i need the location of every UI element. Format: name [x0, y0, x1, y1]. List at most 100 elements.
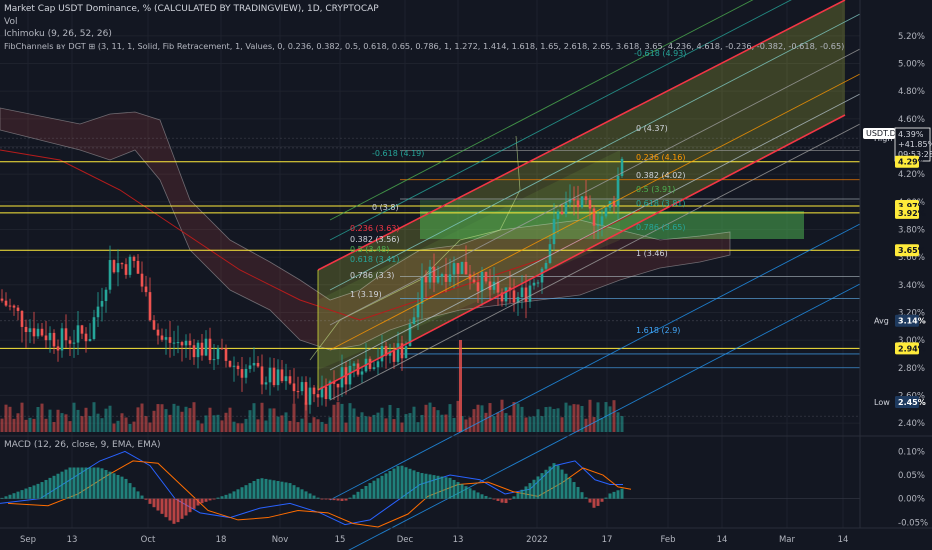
candle-body	[320, 386, 324, 398]
macd-histogram-bar	[8, 494, 12, 499]
candle-body	[72, 342, 76, 344]
fib-label: 0.618 (3.41)	[350, 255, 400, 264]
macd-histogram-bar	[332, 498, 336, 501]
price-tick-label: 5.00%	[898, 59, 925, 69]
volume-legend[interactable]: Vol	[4, 17, 18, 27]
marker-value: 3.65%	[898, 246, 926, 255]
macd-histogram-bar	[540, 473, 544, 499]
channel-ray	[348, 283, 861, 550]
candle-body	[372, 367, 376, 369]
macd-histogram-bar	[224, 494, 228, 499]
macd-histogram-bar	[368, 483, 372, 499]
volume-bar	[564, 402, 568, 432]
volume-bar	[600, 417, 604, 432]
volume-bar	[180, 411, 184, 432]
macd-histogram-bar	[396, 466, 400, 499]
volume-bar	[252, 403, 256, 432]
candle-body	[564, 202, 568, 215]
macd-histogram-bar	[504, 498, 508, 504]
volume-bar	[408, 413, 412, 432]
volume-bar	[376, 412, 380, 432]
candle-body	[24, 326, 28, 333]
macd-histogram-bar	[316, 497, 320, 499]
macd-histogram-bar	[452, 479, 456, 499]
candles	[0, 156, 624, 414]
price-tick-label: 4.60%	[898, 115, 925, 125]
fib-label: 0.382 (4.02)	[636, 171, 686, 180]
fibchannels-legend[interactable]: FibChannels ʙʏ DGT ⊞ (3, 11, 1, Solid, F…	[4, 41, 845, 51]
macd-histogram-bar	[0, 497, 4, 499]
candle-body	[256, 362, 260, 367]
macd-histogram-bar	[152, 498, 156, 508]
candle-body	[300, 382, 304, 392]
price-markers: High4.46%USDT.D4.39%+41.85%09:53:284.29%…	[863, 127, 932, 408]
volume-bar	[4, 404, 8, 432]
macd-histogram-bar	[600, 498, 604, 502]
candle-body	[208, 338, 212, 361]
volume-bar	[584, 418, 588, 432]
macd-histogram-bar	[276, 481, 280, 499]
macd-histogram-bar	[212, 498, 216, 500]
volume-bar	[496, 412, 500, 432]
candle-body	[196, 342, 200, 358]
macd-histogram-bar	[516, 493, 520, 499]
macd-histogram-bar	[68, 467, 72, 499]
fib-label: 0.382 (3.56)	[350, 235, 400, 244]
macd-histogram-bar	[480, 494, 484, 499]
macd-histogram-bar	[20, 490, 24, 499]
volume-bar	[372, 414, 376, 432]
fib-label: 0 (3.8)	[372, 203, 399, 212]
marker-box	[895, 206, 919, 219]
volume-bar	[344, 422, 348, 432]
candle-body	[60, 328, 64, 351]
marker-value: 2.45%	[898, 398, 926, 407]
candle-body	[428, 266, 432, 283]
time-tick-label: 18	[216, 535, 227, 545]
candle-body	[580, 196, 584, 208]
volume-bar	[204, 415, 208, 432]
macd-histogram-bar	[268, 479, 272, 499]
macd-legend[interactable]: MACD (12, 26, close, 9, EMA, EMA)	[4, 440, 161, 450]
candle-body	[40, 328, 44, 336]
volume-bar	[152, 410, 156, 432]
candle-body	[80, 325, 84, 334]
volume-bar	[412, 406, 416, 432]
candle-body	[88, 338, 92, 342]
macd-histogram-bar	[492, 498, 496, 500]
macd-histogram-bar	[608, 493, 612, 499]
volume-bar	[196, 420, 200, 432]
candle-body	[116, 263, 120, 273]
volume-bar	[120, 413, 124, 432]
volume-bar	[172, 403, 176, 432]
candle-body	[280, 369, 284, 382]
volume-bar	[340, 403, 344, 432]
volume-bar	[72, 402, 76, 432]
candle-body	[140, 273, 144, 287]
macd-histogram-bar	[292, 485, 296, 499]
candle-body	[500, 292, 504, 302]
volume-bar	[516, 403, 520, 432]
price-tick-label: 4.80%	[898, 87, 925, 97]
volume-bar	[148, 422, 152, 432]
volume-bar	[248, 410, 252, 432]
candle-body	[32, 328, 36, 337]
ichimoku-legend[interactable]: Ichimoku (9, 26, 52, 26)	[4, 29, 112, 39]
macd-histogram-bar	[188, 498, 192, 513]
volume-bar	[604, 402, 608, 432]
volume-bar	[112, 423, 116, 432]
macd-histogram-bar	[324, 498, 328, 500]
macd-histogram-bar	[556, 465, 560, 499]
macd-histogram-bar	[488, 497, 492, 499]
volume-bar	[588, 399, 592, 432]
time-axis[interactable]: Sep 13 Oct 18 Nov 15 Dec 13 2022 17 Feb 14 Mar 14	[0, 527, 932, 545]
channel-ray	[329, 223, 861, 501]
candle-body	[348, 365, 352, 385]
volume-bar	[612, 400, 616, 432]
candle-body	[212, 359, 216, 361]
macd-histogram-bar	[48, 477, 52, 499]
volume-bar	[224, 412, 228, 432]
fib-label: 0.618 (3.81)	[636, 199, 686, 208]
macd-histogram-bar	[128, 483, 132, 499]
candle-body	[480, 271, 484, 292]
